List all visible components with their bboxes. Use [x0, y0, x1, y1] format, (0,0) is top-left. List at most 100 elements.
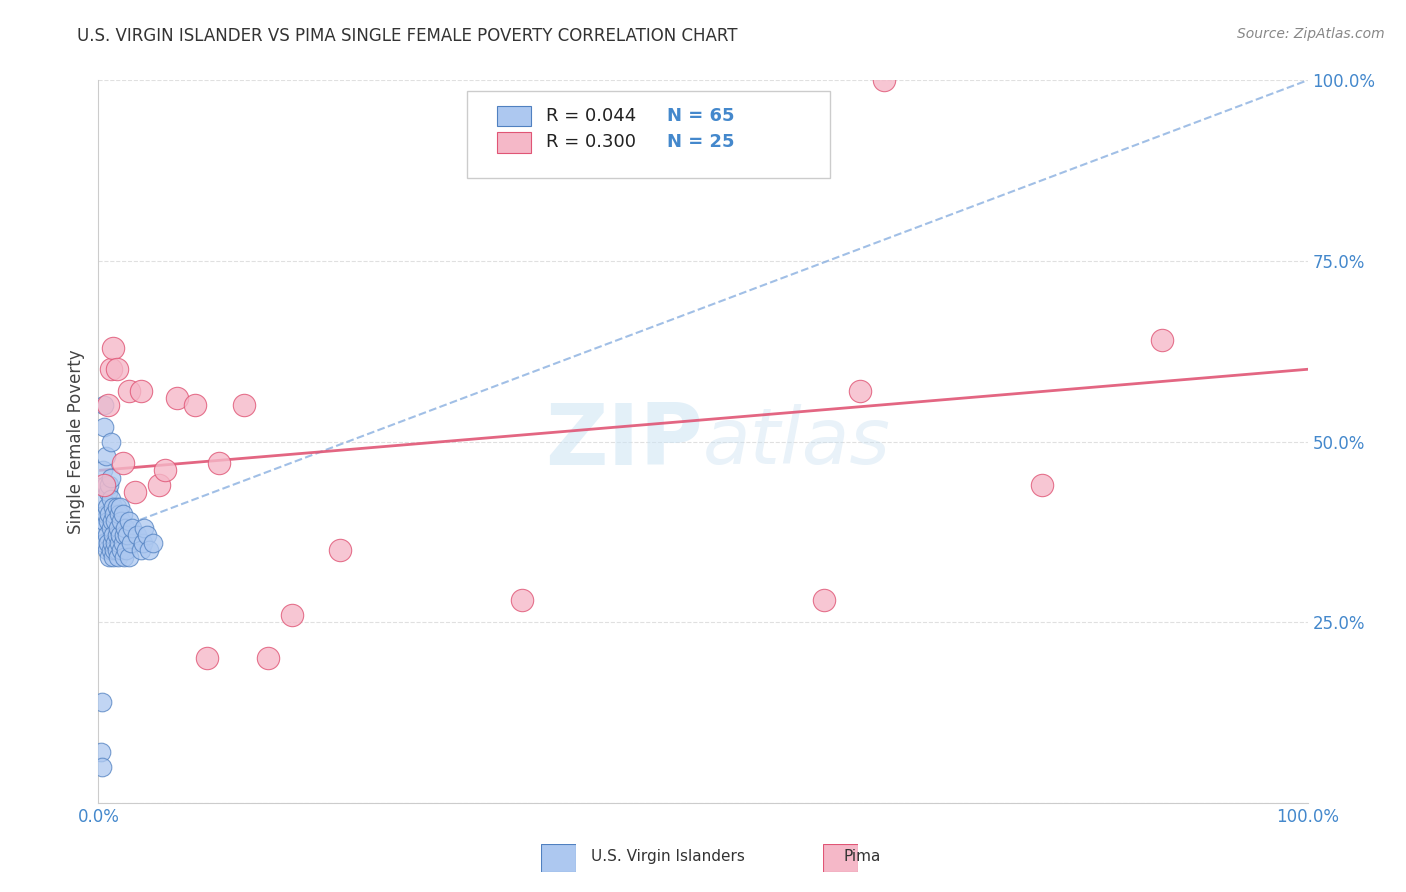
Point — [108, 500, 131, 514]
Point — [104, 514, 127, 528]
Point — [153, 463, 176, 477]
Point — [93, 514, 115, 528]
Point — [132, 535, 155, 549]
Point — [110, 514, 132, 528]
Text: U.S. Virgin Islanders: U.S. Virgin Islanders — [591, 849, 744, 863]
Text: N = 25: N = 25 — [666, 134, 734, 152]
Point — [90, 745, 112, 759]
Point — [91, 492, 114, 507]
Point — [101, 500, 124, 514]
Text: N = 65: N = 65 — [666, 107, 734, 125]
Point — [813, 593, 835, 607]
Point — [96, 500, 118, 514]
Point — [111, 535, 134, 549]
Point — [100, 514, 122, 528]
Point — [1031, 478, 1053, 492]
FancyBboxPatch shape — [498, 105, 531, 126]
Point — [100, 535, 122, 549]
Point — [124, 485, 146, 500]
Point — [93, 398, 115, 412]
Text: Source: ZipAtlas.com: Source: ZipAtlas.com — [1237, 27, 1385, 41]
Point — [94, 507, 117, 521]
Point — [93, 478, 115, 492]
Point — [100, 470, 122, 484]
Point — [115, 542, 138, 557]
Point — [101, 550, 124, 565]
Point — [129, 542, 152, 557]
Point — [91, 463, 114, 477]
Point — [97, 398, 120, 412]
Point — [121, 521, 143, 535]
Point — [91, 760, 114, 774]
Point — [97, 535, 120, 549]
Text: U.S. VIRGIN ISLANDER VS PIMA SINGLE FEMALE POVERTY CORRELATION CHART: U.S. VIRGIN ISLANDER VS PIMA SINGLE FEMA… — [77, 27, 738, 45]
Point — [103, 507, 125, 521]
Point — [166, 391, 188, 405]
FancyBboxPatch shape — [467, 91, 830, 178]
Point — [97, 514, 120, 528]
Point — [105, 362, 128, 376]
Point — [138, 542, 160, 557]
Point — [100, 492, 122, 507]
Point — [118, 384, 141, 398]
Point — [118, 514, 141, 528]
Point — [111, 456, 134, 470]
Point — [256, 651, 278, 665]
Point — [94, 478, 117, 492]
Point — [101, 341, 124, 355]
Point — [114, 521, 136, 535]
Point — [96, 542, 118, 557]
Point — [849, 384, 872, 398]
Point — [93, 535, 115, 549]
Point — [108, 507, 131, 521]
Point — [108, 528, 131, 542]
Point — [510, 593, 533, 607]
Point — [93, 420, 115, 434]
Point — [91, 521, 114, 535]
Point — [105, 528, 128, 542]
Point — [103, 542, 125, 557]
Point — [1152, 334, 1174, 348]
Text: atlas: atlas — [703, 403, 891, 480]
Point — [100, 434, 122, 449]
Point — [142, 535, 165, 549]
FancyBboxPatch shape — [498, 132, 531, 153]
Point — [98, 478, 121, 492]
Point — [91, 695, 114, 709]
Point — [105, 542, 128, 557]
Point — [100, 362, 122, 376]
Point — [97, 485, 120, 500]
Point — [112, 550, 135, 565]
Point — [112, 528, 135, 542]
Point — [100, 521, 122, 535]
Point — [98, 550, 121, 565]
Text: Pima: Pima — [844, 849, 882, 863]
Point — [120, 535, 142, 549]
Y-axis label: Single Female Poverty: Single Female Poverty — [66, 350, 84, 533]
Point — [108, 535, 131, 549]
Point — [232, 398, 254, 412]
Text: R = 0.300: R = 0.300 — [546, 134, 636, 152]
Point — [111, 507, 134, 521]
Point — [134, 521, 156, 535]
Point — [96, 528, 118, 542]
Point — [94, 449, 117, 463]
Point — [117, 528, 139, 542]
Text: R = 0.044: R = 0.044 — [546, 107, 636, 125]
Point — [281, 607, 304, 622]
Point — [107, 521, 129, 535]
Text: ZIP: ZIP — [546, 400, 703, 483]
Point — [101, 528, 124, 542]
Point — [129, 384, 152, 398]
Point — [135, 528, 157, 542]
Point — [104, 535, 127, 549]
Point — [873, 73, 896, 87]
Point — [105, 500, 128, 514]
Point — [118, 550, 141, 565]
Point — [110, 542, 132, 557]
Point — [107, 550, 129, 565]
Point — [148, 478, 170, 492]
Point — [127, 528, 149, 542]
Point — [329, 542, 352, 557]
Point — [195, 651, 218, 665]
